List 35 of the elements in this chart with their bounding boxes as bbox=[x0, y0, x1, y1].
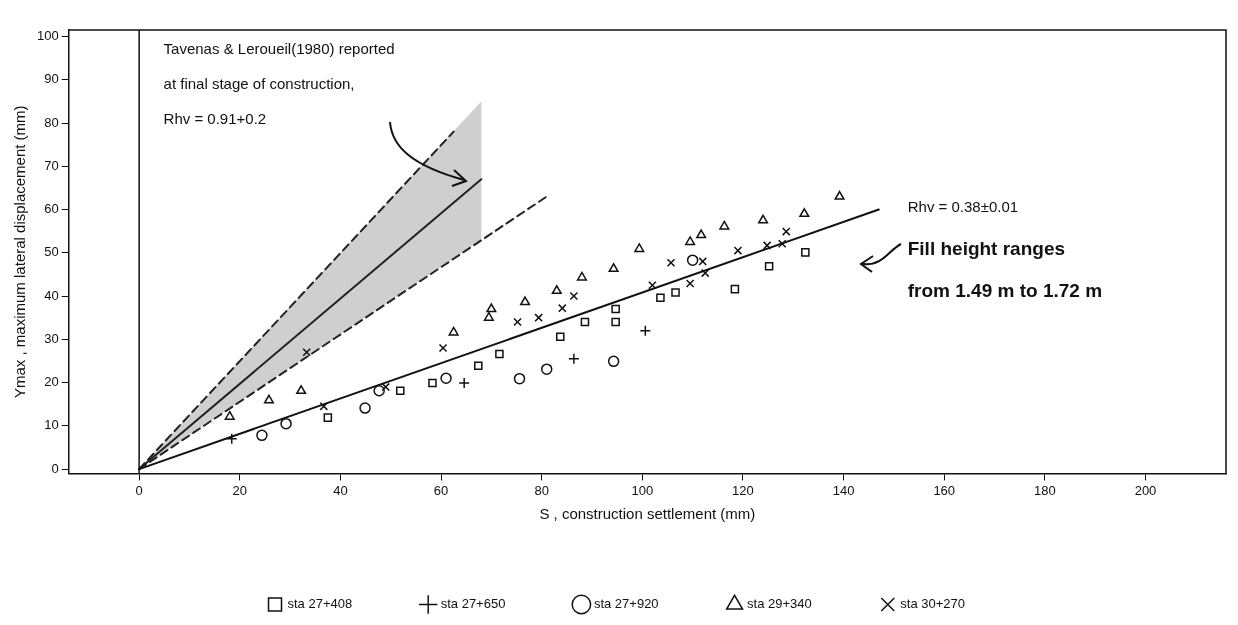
annotation: at final stage of construction, bbox=[163, 75, 355, 93]
annotation: Fill height ranges bbox=[907, 237, 1066, 259]
legend-label: sta 27+920 bbox=[593, 596, 659, 612]
y-tick-label: 50 bbox=[44, 244, 59, 260]
x-tick-label: 200 bbox=[1134, 482, 1157, 498]
x-tick-label: 140 bbox=[832, 482, 855, 498]
legend-label: sta 29+340 bbox=[747, 596, 812, 612]
x-tick-label: 180 bbox=[1034, 482, 1056, 498]
y-tick-label: 80 bbox=[44, 114, 59, 130]
x-tick-label: 120 bbox=[732, 482, 754, 498]
legend-label: sta 27+408 bbox=[287, 596, 353, 612]
x-tick-label: 160 bbox=[933, 482, 956, 498]
annotation: from 1.49 m to 1.72 m bbox=[907, 279, 1103, 301]
x-axis-title: S , construction settlement (mm) bbox=[539, 505, 756, 523]
legend-label: sta 30+270 bbox=[900, 596, 965, 612]
x-tick-label: 80 bbox=[534, 482, 549, 498]
x-tick-label: 0 bbox=[135, 482, 143, 498]
y-tick-label: 10 bbox=[44, 417, 59, 433]
x-tick-label: 60 bbox=[433, 482, 449, 498]
x-tick-label: 40 bbox=[333, 482, 348, 498]
legend-label: sta 27+650 bbox=[440, 596, 506, 612]
y-tick-label: 90 bbox=[44, 71, 59, 87]
y-tick-label: 20 bbox=[44, 374, 59, 390]
annotation: Rhv = 0.91+0.2 bbox=[163, 110, 267, 128]
y-tick-label: 100 bbox=[36, 28, 59, 44]
x-tick-label: 20 bbox=[232, 482, 247, 498]
y-tick-label: 30 bbox=[44, 330, 59, 346]
y-axis-title: Ymax , maximum lateral displacement (mm) bbox=[11, 105, 29, 398]
annotation: Tavenas & Leroueil(1980) reported bbox=[163, 40, 395, 58]
y-tick-label: 70 bbox=[44, 157, 59, 173]
y-tick-label: 60 bbox=[44, 201, 59, 217]
x-tick-label: 100 bbox=[631, 482, 654, 498]
y-tick-label: 0 bbox=[51, 460, 59, 476]
y-tick-label: 40 bbox=[44, 287, 59, 303]
annotation: Rhv = 0.38±0.01 bbox=[907, 197, 1019, 215]
